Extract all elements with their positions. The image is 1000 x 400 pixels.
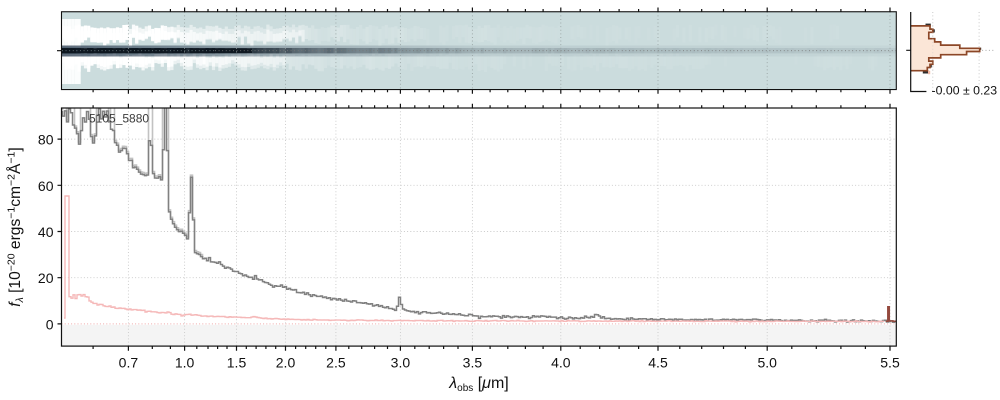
svg-text:5.0: 5.0 — [757, 355, 777, 371]
svg-text:40: 40 — [38, 224, 54, 240]
svg-text:3.5: 3.5 — [463, 355, 483, 371]
svg-text:fλ [10−20 ergs−1cm−2Å−1]: fλ [10−20 ergs−1cm−2Å−1] — [5, 147, 26, 307]
svg-text:λobs [μm]: λobs [μm] — [448, 375, 508, 394]
svg-text:60: 60 — [38, 178, 54, 194]
svg-text:4.0: 4.0 — [551, 355, 571, 371]
svg-text:3.0: 3.0 — [391, 355, 411, 371]
svg-text:1.5: 1.5 — [227, 355, 247, 371]
svg-text:2.0: 2.0 — [276, 355, 296, 371]
svg-text:1.0: 1.0 — [175, 355, 195, 371]
svg-text:2.5: 2.5 — [326, 355, 346, 371]
svg-text:80: 80 — [38, 132, 54, 148]
svg-text:0: 0 — [46, 316, 54, 332]
svg-text:5105_5880: 5105_5880 — [89, 112, 149, 126]
svg-text:5.5: 5.5 — [880, 355, 900, 371]
svg-text:20: 20 — [38, 270, 54, 286]
svg-text:0.7: 0.7 — [119, 355, 139, 371]
svg-text:-0.00 ± 0.23: -0.00 ± 0.23 — [932, 84, 998, 98]
svg-text:4.5: 4.5 — [648, 355, 668, 371]
